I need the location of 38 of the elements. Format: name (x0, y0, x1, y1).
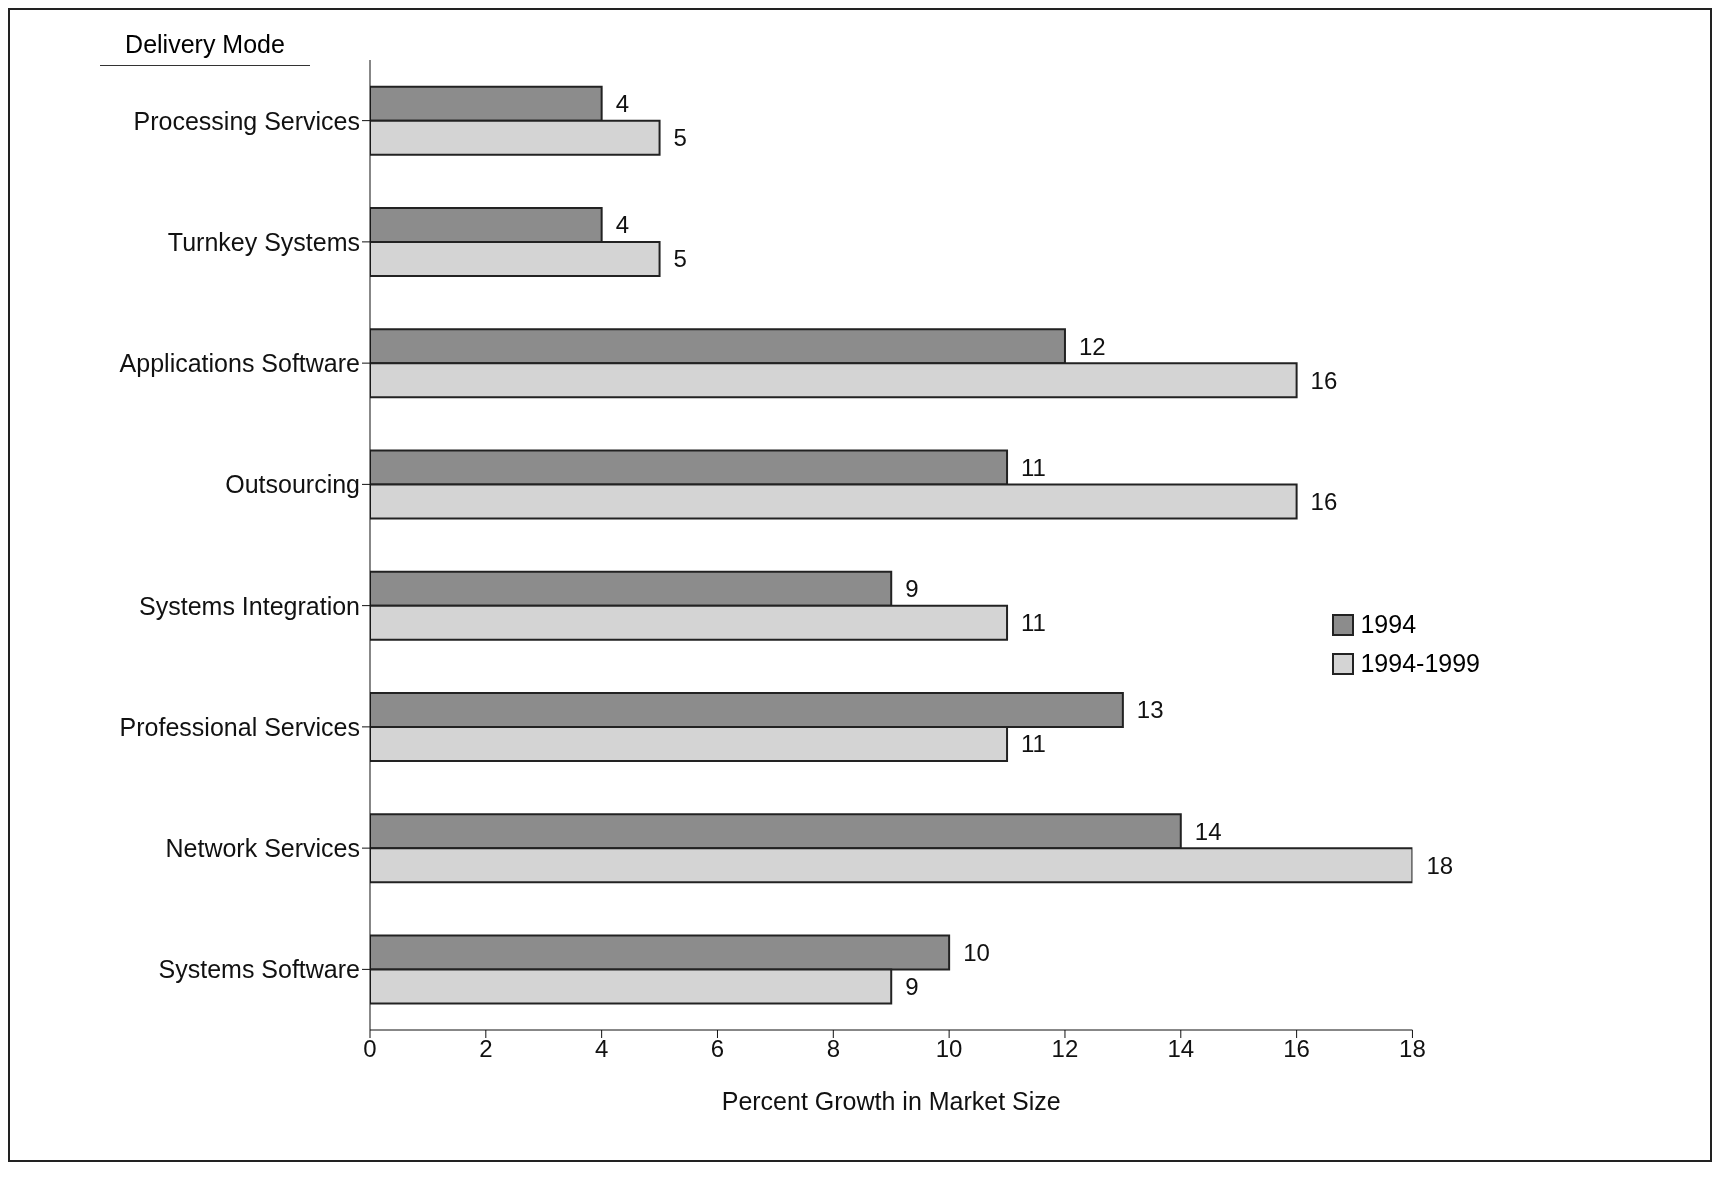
y-axis-title: Delivery Mode (100, 30, 310, 66)
y-tick-label: Professional Services (119, 712, 360, 741)
data-label: 14 (1194, 817, 1222, 845)
data-label: 11 (1021, 609, 1046, 637)
x-tick-label: 18 (1399, 1035, 1426, 1063)
y-tick-label: Processing Services (133, 106, 360, 135)
legend-label: 1994-1999 (1360, 649, 1480, 678)
data-label: 16 (1310, 366, 1338, 394)
x-tick-label: 0 (363, 1035, 377, 1063)
y-tick-label: Applications Software (119, 349, 360, 377)
data-label: 4 (615, 211, 630, 239)
x-tick-label: 6 (710, 1035, 725, 1063)
x-tick-label: 2 (479, 1035, 493, 1063)
data-label: 11 (1021, 730, 1046, 758)
x-tick-label: 14 (1167, 1035, 1195, 1063)
y-tick-label: Systems Integration (139, 591, 360, 620)
x-axis-title: Percent Growth in Market Size (721, 1087, 1061, 1115)
data-label: 13 (1136, 696, 1164, 724)
x-tick-label: 12 (1051, 1035, 1079, 1063)
legend-label: 1994 (1360, 610, 1417, 639)
data-label: 18 (1426, 851, 1454, 879)
data-label: 10 (963, 938, 990, 966)
data-label: 11 (1021, 453, 1046, 481)
y-tick-label: Systems Software (158, 955, 360, 984)
data-label: 9 (905, 972, 919, 1000)
data-label: 5 (673, 124, 687, 152)
x-tick-label: 10 (935, 1035, 963, 1063)
y-tick-label: Outsourcing (225, 470, 360, 499)
data-label: 12 (1078, 332, 1106, 360)
data-label: 16 (1310, 487, 1338, 515)
y-tick-label: Turnkey Systems (167, 227, 360, 256)
data-label: 4 (615, 90, 630, 118)
x-tick-label: 16 (1283, 1035, 1310, 1063)
data-label: 9 (905, 575, 919, 603)
x-tick-label: 8 (826, 1035, 840, 1063)
x-tick-label: 4 (594, 1035, 609, 1063)
data-label: 5 (673, 245, 687, 273)
y-tick-label: Network Services (165, 834, 360, 862)
